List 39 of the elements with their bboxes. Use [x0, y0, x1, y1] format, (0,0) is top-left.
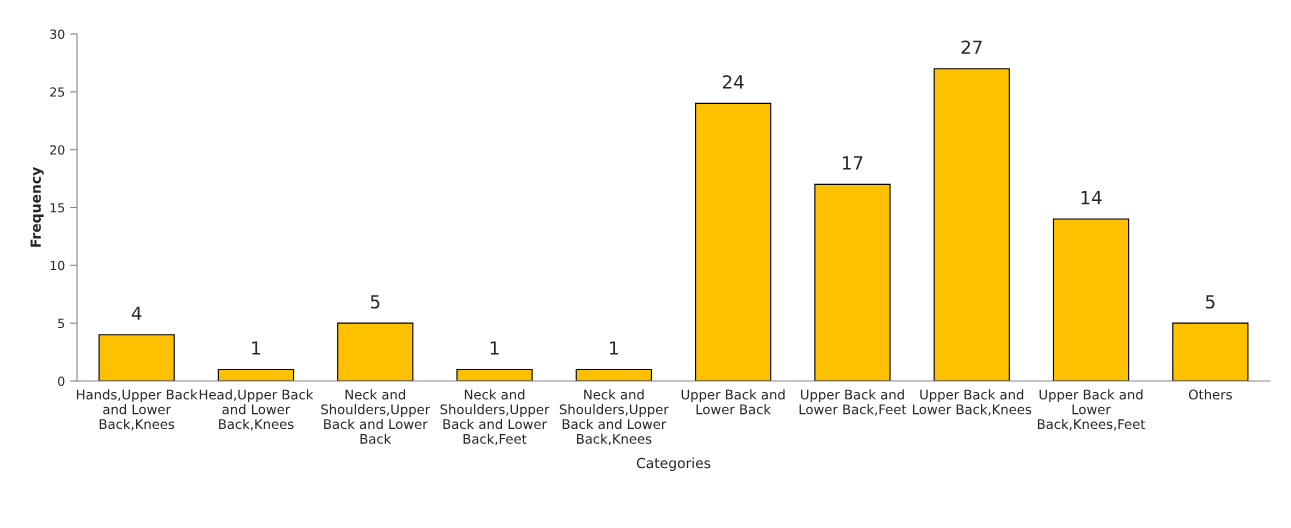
- x-tick-label: Upper Back and Lower Back,Feet: [799, 389, 907, 416]
- x-tick-label: Upper Back and Lower Back,Knees,Feet: [1037, 389, 1146, 431]
- y-tick-label: 20: [50, 145, 65, 155]
- data-label: 17: [842, 156, 863, 170]
- bar: [98, 334, 175, 381]
- bar: [814, 183, 891, 381]
- data-label: 27: [961, 40, 982, 54]
- bar: [695, 102, 772, 381]
- x-axis-title: Categories: [636, 457, 711, 471]
- data-label: 1: [610, 341, 618, 355]
- data-label: 1: [490, 341, 499, 355]
- bar: [1172, 322, 1249, 381]
- data-label: 24: [722, 75, 744, 89]
- y-axis-title: Frequency: [30, 167, 44, 247]
- x-tick-label: Others: [1188, 389, 1232, 400]
- bar: [337, 322, 414, 381]
- y-tick-label: 25: [50, 87, 65, 97]
- y-tick-label: 15: [50, 203, 65, 213]
- x-tick-label: Upper Back and Lower Back,Knees: [913, 389, 1032, 416]
- x-tick-label: Neck and Shoulders,Upper Back and Lower Back,Feet: [440, 389, 550, 446]
- bar: [217, 368, 295, 381]
- data-label: 14: [1081, 191, 1102, 205]
- data-label: 5: [1206, 295, 1215, 309]
- y-tick-label: 10: [50, 260, 65, 271]
- data-label: 5: [370, 295, 380, 309]
- x-tick-label: Neck and Shoulders,Upper Back and Lower Back,Knees: [559, 389, 669, 446]
- bar: [1052, 218, 1130, 381]
- y-tick-label: 30: [50, 29, 65, 39]
- x-tick-label: Hands,Upper Back and Lower Back,Knees: [76, 389, 198, 431]
- data-label: 4: [131, 306, 142, 320]
- bar: [575, 368, 652, 381]
- bar: [456, 368, 533, 381]
- data-label: 1: [252, 341, 261, 355]
- y-tick-label: 5: [58, 318, 65, 329]
- bar: [933, 68, 1010, 381]
- y-tick-label: 0: [58, 376, 65, 386]
- x-tick-label: Upper Back and Lower Back: [681, 389, 785, 415]
- x-tick-label: Head,Upper Back and Lower Back,Knees: [199, 389, 314, 431]
- x-tick-label: Neck and Shoulders,Upper Back and Lower Back: [321, 389, 431, 444]
